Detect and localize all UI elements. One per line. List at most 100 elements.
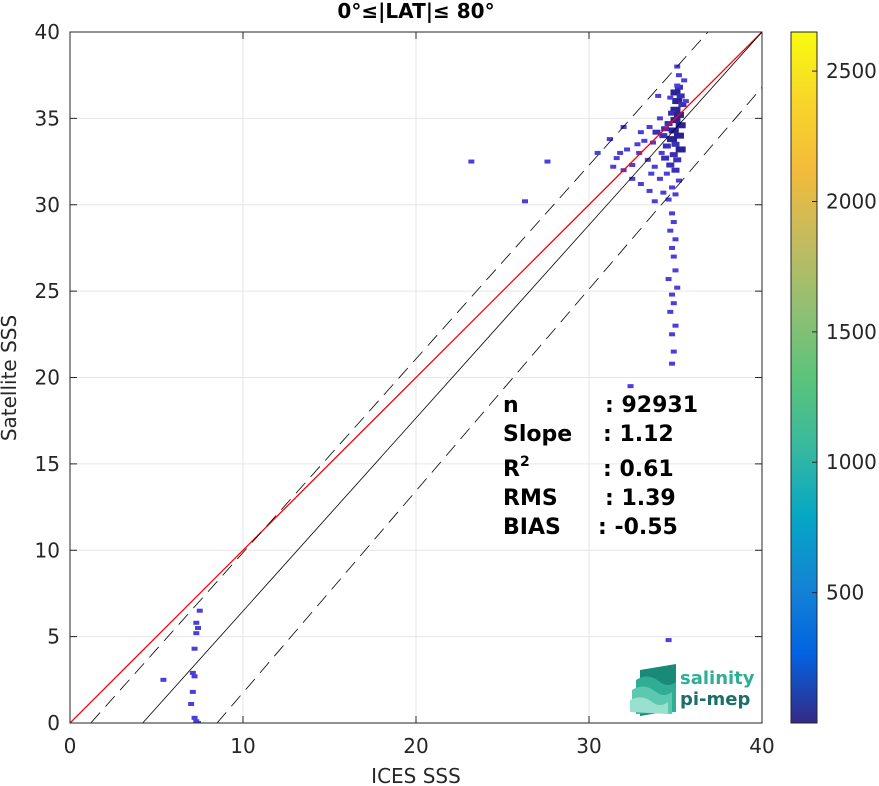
- density-cell-90: [189, 670, 196, 675]
- density-cell-54: [675, 73, 682, 78]
- density-cell-93: [193, 631, 200, 636]
- density-cell-1: [670, 89, 681, 96]
- density-cell-50: [660, 190, 667, 195]
- density-cell-60: [682, 99, 689, 104]
- density-cell-88: [189, 689, 196, 694]
- y-tick-label-5: 25: [35, 279, 60, 303]
- colorbar-tick-label-0: 500: [826, 581, 864, 605]
- density-cell-4: [678, 102, 687, 108]
- density-cell-75: [672, 323, 679, 328]
- density-cell-80: [468, 159, 475, 164]
- y-tick-label-3: 15: [35, 452, 60, 476]
- y-tick-label-7: 35: [35, 106, 60, 130]
- density-cell-18: [675, 146, 686, 153]
- density-cell-32: [650, 140, 657, 145]
- lower-line: [216, 87, 762, 723]
- density-cell-85: [191, 715, 198, 720]
- density-cell-48: [637, 182, 644, 187]
- density-cell-51: [651, 199, 658, 204]
- stat-value-0: : 92931: [605, 393, 698, 418]
- x-tick-label-4: 40: [749, 734, 774, 758]
- density-cell-67: [669, 245, 676, 250]
- chart-title: 0°≤|LAT|≤ 80°: [337, 0, 494, 23]
- density-cell-24: [663, 171, 670, 176]
- y-tick-label-0: 0: [47, 711, 60, 735]
- density-cell-62: [594, 150, 601, 155]
- density-cell-20: [661, 155, 670, 161]
- x-tick-label-2: 20: [403, 734, 428, 758]
- density-cell-77: [670, 349, 677, 354]
- stat-label-sup-2: 2: [520, 454, 530, 470]
- density-cell-92: [191, 646, 198, 651]
- stats-box: n: 92931 Slope: 1.12 R2: 0.61 RMS: 1.39 BIAS…: [503, 393, 698, 540]
- stat-value-2: : 0.61: [603, 457, 674, 482]
- stat-label-0: n: [503, 393, 519, 418]
- density-cell-65: [667, 228, 674, 233]
- colorbar: [790, 31, 818, 724]
- fit-line: [142, 32, 762, 723]
- density-cell-81: [544, 159, 551, 164]
- colorbar-tick-label-1: 1000: [826, 450, 877, 474]
- density-cell-58: [655, 93, 662, 98]
- density-cell-74: [667, 309, 674, 314]
- density-cell-79: [627, 384, 634, 389]
- density-cell-14: [659, 133, 668, 139]
- density-cell-78: [669, 361, 676, 366]
- logo-text-line2: pi-mep: [680, 689, 750, 710]
- density-cell-33: [658, 150, 665, 155]
- stat-value-4: : -0.55: [598, 515, 678, 540]
- density-cell-49: [646, 188, 653, 193]
- density-cell-52: [629, 176, 636, 181]
- density-cell-19: [669, 152, 678, 158]
- density-cell-28: [665, 197, 672, 202]
- density-cell-71: [674, 285, 681, 290]
- density-cell-23: [671, 167, 680, 173]
- density-cell-40: [651, 164, 658, 169]
- density-cell-13: [673, 132, 684, 139]
- y-axis-ticks: 0 5 10 15 20 25 30 35 40: [35, 20, 762, 735]
- density-cell-66: [672, 237, 679, 242]
- colorbar-tick-label-4: 2500: [826, 59, 877, 83]
- density-cell-38: [629, 163, 636, 168]
- salinity-pi-mep-logo: salinity pi-mep: [630, 664, 755, 716]
- density-cell-10: [675, 122, 686, 129]
- density-cell-63: [669, 211, 676, 216]
- density-cell-91: [160, 677, 167, 682]
- density-cell-16: [671, 141, 680, 147]
- stat-value-3: : 1.39: [605, 486, 676, 511]
- density-cell-56: [667, 95, 674, 100]
- density-cell-39: [634, 142, 641, 147]
- density-cell-31: [656, 116, 663, 121]
- density-cell-59: [681, 78, 688, 83]
- density-cell-36: [636, 150, 643, 155]
- colorbar-tick-label-2: 1500: [826, 320, 877, 344]
- density-cell-69: [672, 268, 679, 273]
- stat-label-3: RMS: [503, 486, 558, 511]
- density-cell-73: [670, 301, 677, 306]
- density-cell-5: [670, 106, 681, 113]
- y-tick-label-6: 30: [35, 193, 60, 217]
- density-cell-3: [672, 98, 683, 105]
- density-cell-35: [637, 130, 644, 135]
- identity-line: [70, 32, 762, 723]
- x-tick-label-0: 0: [64, 734, 77, 758]
- density-cell-34: [641, 138, 648, 143]
- density-cell-82: [521, 199, 528, 204]
- density-cell-95: [193, 620, 200, 625]
- density-cell-15: [667, 136, 678, 143]
- y-tick-label-1: 5: [47, 625, 60, 649]
- density-cell-21: [673, 157, 682, 163]
- density-cell-25: [675, 178, 682, 183]
- stat-value-1: : 1.12: [603, 422, 674, 447]
- density-cell-41: [648, 171, 655, 176]
- density-cell-30: [652, 129, 661, 135]
- wave-logo-icon: [630, 664, 676, 716]
- x-axis-label: ICES SSS: [371, 764, 461, 786]
- density-cell-86: [195, 721, 202, 723]
- density-cell-6: [668, 110, 677, 116]
- colorbar-tick-label-3: 2000: [826, 189, 877, 213]
- density-cell-8: [670, 117, 681, 124]
- density-cell-68: [670, 254, 677, 259]
- density-cell-76: [669, 332, 676, 337]
